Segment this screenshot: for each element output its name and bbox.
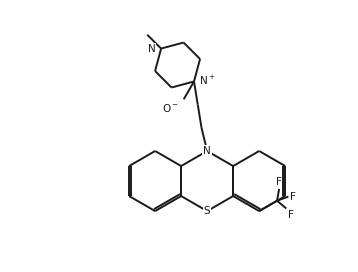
Text: N$^+$: N$^+$ — [199, 74, 216, 87]
Text: F: F — [288, 210, 294, 220]
Text: N: N — [148, 44, 156, 54]
Text: N: N — [203, 146, 211, 156]
Text: S: S — [204, 206, 211, 216]
Text: F: F — [276, 177, 282, 187]
Text: O$^-$: O$^-$ — [162, 102, 179, 114]
Text: F: F — [290, 192, 296, 202]
